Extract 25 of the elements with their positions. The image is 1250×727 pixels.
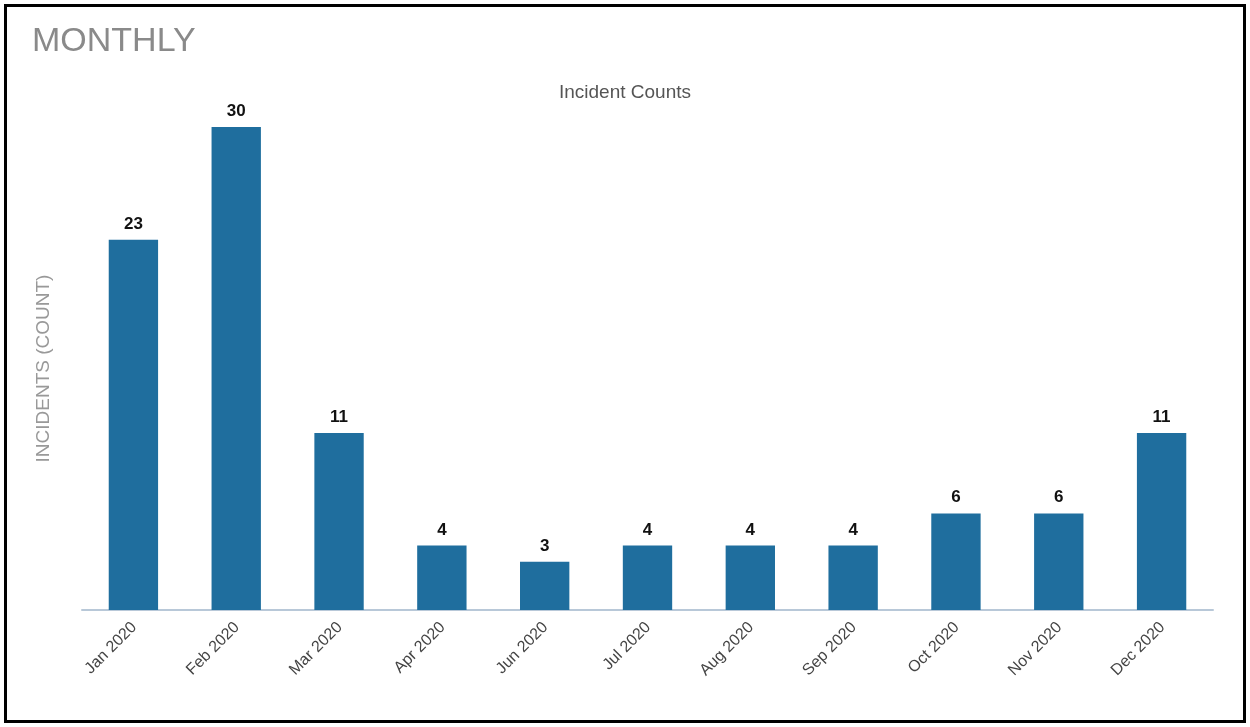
y-axis-title: INCIDENTS (COUNT) <box>32 274 53 463</box>
data-label: 6 <box>951 487 961 507</box>
bar <box>725 545 775 610</box>
data-label: 4 <box>642 519 653 539</box>
chart-title: MONTHLY <box>32 20 196 58</box>
data-label: 11 <box>1152 406 1171 426</box>
data-label: 4 <box>745 519 756 539</box>
bar <box>314 432 364 610</box>
data-label: 3 <box>539 535 550 555</box>
bar <box>108 239 159 610</box>
bar <box>828 545 878 610</box>
bar <box>211 127 261 610</box>
chart-subtitle: Incident Counts <box>558 81 692 102</box>
bar <box>520 561 570 610</box>
bar <box>622 545 673 610</box>
data-label: 4 <box>437 519 448 539</box>
data-label: 11 <box>330 406 349 426</box>
data-label: 4 <box>848 519 859 539</box>
data-label: 6 <box>1054 487 1064 507</box>
data-label: 30 <box>226 101 246 120</box>
bar <box>1136 432 1187 610</box>
bar <box>1034 513 1084 610</box>
data-label: 23 <box>123 213 143 233</box>
bar <box>931 513 981 610</box>
bar <box>417 545 467 610</box>
